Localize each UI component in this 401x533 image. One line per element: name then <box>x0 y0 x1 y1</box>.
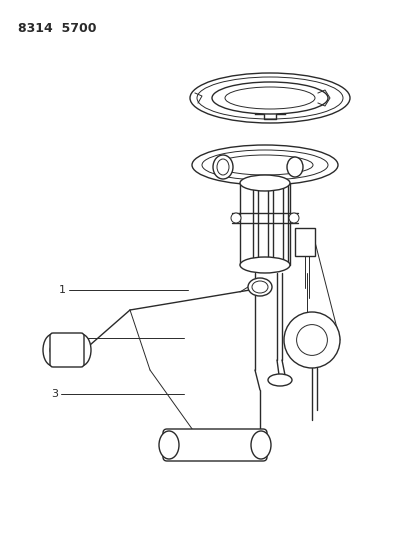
Ellipse shape <box>50 343 60 357</box>
Ellipse shape <box>284 312 340 368</box>
Ellipse shape <box>297 325 327 356</box>
Ellipse shape <box>202 150 328 180</box>
Ellipse shape <box>217 155 313 175</box>
Ellipse shape <box>248 278 272 296</box>
Ellipse shape <box>289 213 299 223</box>
Ellipse shape <box>217 159 229 175</box>
Text: 8314  5700: 8314 5700 <box>18 22 97 35</box>
Ellipse shape <box>240 257 290 273</box>
Ellipse shape <box>240 175 290 191</box>
Ellipse shape <box>268 374 292 386</box>
Text: 2: 2 <box>55 334 62 343</box>
FancyBboxPatch shape <box>50 333 84 367</box>
FancyBboxPatch shape <box>163 429 267 461</box>
Ellipse shape <box>251 431 271 459</box>
Ellipse shape <box>159 431 179 459</box>
Bar <box>295 228 315 256</box>
Ellipse shape <box>212 82 328 114</box>
Ellipse shape <box>252 281 268 293</box>
Ellipse shape <box>190 73 350 123</box>
Ellipse shape <box>213 155 233 179</box>
Ellipse shape <box>231 213 241 223</box>
Ellipse shape <box>197 77 343 119</box>
Text: 1: 1 <box>59 286 66 295</box>
Text: 3: 3 <box>51 390 58 399</box>
Ellipse shape <box>225 87 315 109</box>
Ellipse shape <box>192 145 338 185</box>
Ellipse shape <box>287 157 303 177</box>
Ellipse shape <box>71 334 91 366</box>
Ellipse shape <box>43 334 63 366</box>
